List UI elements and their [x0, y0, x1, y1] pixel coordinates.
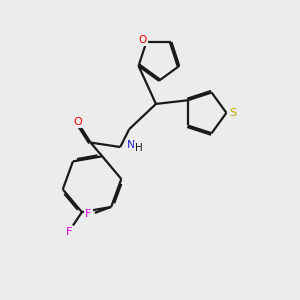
Text: S: S — [230, 108, 236, 118]
Text: N: N — [127, 140, 135, 150]
Text: F: F — [66, 227, 73, 237]
Text: O: O — [139, 35, 147, 45]
Text: F: F — [85, 209, 92, 219]
Text: H: H — [135, 143, 142, 153]
Text: O: O — [74, 117, 82, 127]
